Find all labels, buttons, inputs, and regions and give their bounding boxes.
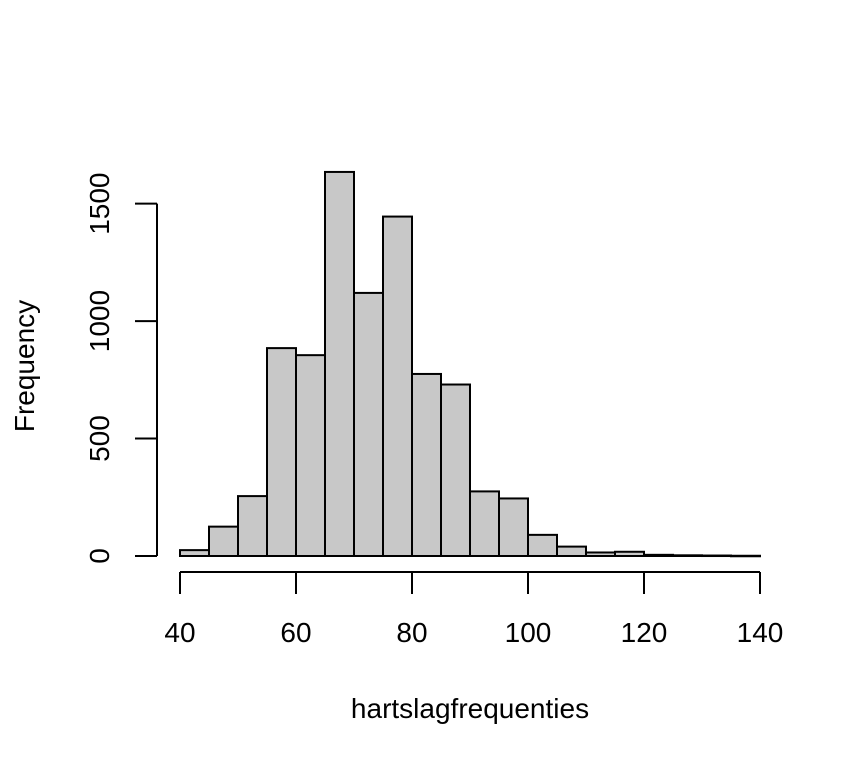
histogram-bar [208,525,239,558]
y-axis-label: Frequency [9,300,40,432]
x-tick-label: 120 [621,617,668,648]
histogram-bar [498,497,529,557]
x-tick-label: 80 [396,617,427,648]
histogram-bar [324,170,355,557]
x-axis-label: hartslagfrequenties [351,693,589,724]
x-tick-label: 140 [737,617,784,648]
histogram-bar [730,554,761,558]
histogram-bar [585,551,616,558]
histogram-bar [440,383,471,558]
histogram-bar [614,550,645,557]
y-tick-label: 500 [84,415,115,462]
histogram-bar [643,553,674,558]
histogram-bar [353,291,384,557]
y-axis: 0 500 1000 1500 [84,173,158,564]
histogram-bar [266,347,297,557]
histogram-bar [527,533,558,558]
x-tick-label: 100 [505,617,552,648]
histogram-bar [672,554,703,557]
histogram-bar [701,554,732,558]
histogram-bar [382,215,413,558]
x-tick-label: 40 [164,617,195,648]
y-tick-label: 1500 [84,173,115,235]
histogram-bar [469,490,500,557]
histogram-bar [179,549,210,558]
histogram-bar [556,545,587,558]
histogram-bar [237,495,268,557]
bars-group [179,170,761,558]
histogram-bar [411,372,442,558]
y-tick-label: 0 [84,548,115,564]
y-tick-label: 1000 [84,290,115,352]
x-axis: 40 60 80 100 120 140 [164,571,784,648]
histogram-bar [295,354,326,557]
x-tick-label: 60 [280,617,311,648]
